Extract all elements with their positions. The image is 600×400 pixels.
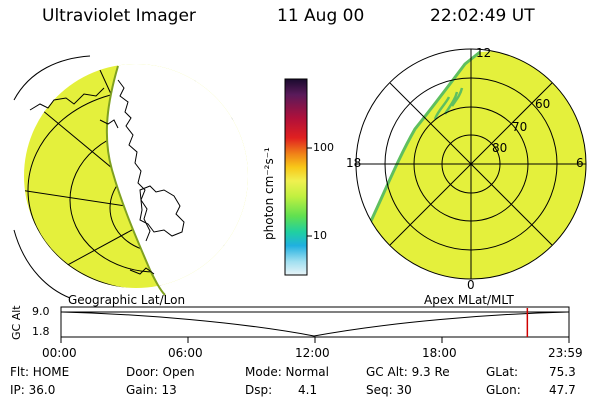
status-gain: Gain: 13 <box>126 383 177 397</box>
status-mode: Mode: Normal <box>245 365 329 379</box>
polar-arcs <box>433 87 464 120</box>
geographic-panel-label: Geographic Lat/Lon <box>68 293 186 307</box>
lat-label-60: 60 <box>535 97 551 111</box>
timeline-tick-0000: 00:00 <box>42 346 77 360</box>
instrument-title: Ultraviolet Imager <box>42 6 196 26</box>
colorbar-scale <box>284 78 308 276</box>
timeline-tick-1800: 18:00 <box>422 346 457 360</box>
status-ip: IP: 36.0 <box>10 383 56 397</box>
timeline-tick-1200: 12:00 <box>295 346 330 360</box>
status-flt: Flt: HOME <box>10 365 70 379</box>
timeline-tick-0600: 06:00 <box>168 346 203 360</box>
status-seq: Seq: 30 <box>366 383 412 397</box>
colorbar-label-10: 10 <box>313 229 327 242</box>
globe-limb <box>13 55 91 101</box>
timeline-tick-2359: 23:59 <box>548 346 583 360</box>
globe-limb-lower <box>13 229 71 299</box>
timeline-ytick-bottom: 1.8 <box>32 325 50 338</box>
status-gcalt: GC Alt: 9.3 Re <box>366 365 450 379</box>
polar-image-edge <box>358 50 481 245</box>
status-glon-label: GLon: <box>486 383 521 397</box>
lat-label-70: 70 <box>512 120 528 134</box>
status-dsp-label: Dsp: <box>245 383 273 397</box>
timeline-plot <box>60 306 570 343</box>
colorbar <box>284 78 312 276</box>
lat-label-80: 80 <box>492 141 508 155</box>
polar-plot <box>355 48 587 280</box>
status-glat-value: 75.3 <box>549 365 576 379</box>
status-glon-value: 47.7 <box>549 383 576 397</box>
apex-panel-label: Apex MLat/MLT <box>424 293 514 307</box>
geographic-image <box>13 55 248 299</box>
status-door: Door: Open <box>126 365 195 379</box>
status-glat-label: GLat: <box>486 365 519 379</box>
coastlines <box>29 79 185 275</box>
date-label: 11 Aug 00 <box>277 6 365 26</box>
colorbar-unit-label: photon cm⁻²s⁻¹ <box>262 147 276 240</box>
mlt-label-6: 6 <box>576 156 584 170</box>
status-dsp-value: 4.1 <box>298 383 318 397</box>
mlt-label-18: 18 <box>346 156 362 170</box>
timeline-ylabel: GC Alt <box>10 305 23 340</box>
altitude-curve <box>61 311 569 337</box>
polar-grid <box>355 48 587 280</box>
timeline-ticks <box>60 337 570 343</box>
colorbar-label-100: 100 <box>313 141 334 154</box>
time-label: 22:02:49 UT <box>430 6 535 26</box>
mlt-label-12: 12 <box>476 46 492 60</box>
mlt-label-0: 0 <box>467 278 475 292</box>
timeline-ytick-top: 9.0 <box>32 305 50 318</box>
image-edge <box>105 65 166 296</box>
